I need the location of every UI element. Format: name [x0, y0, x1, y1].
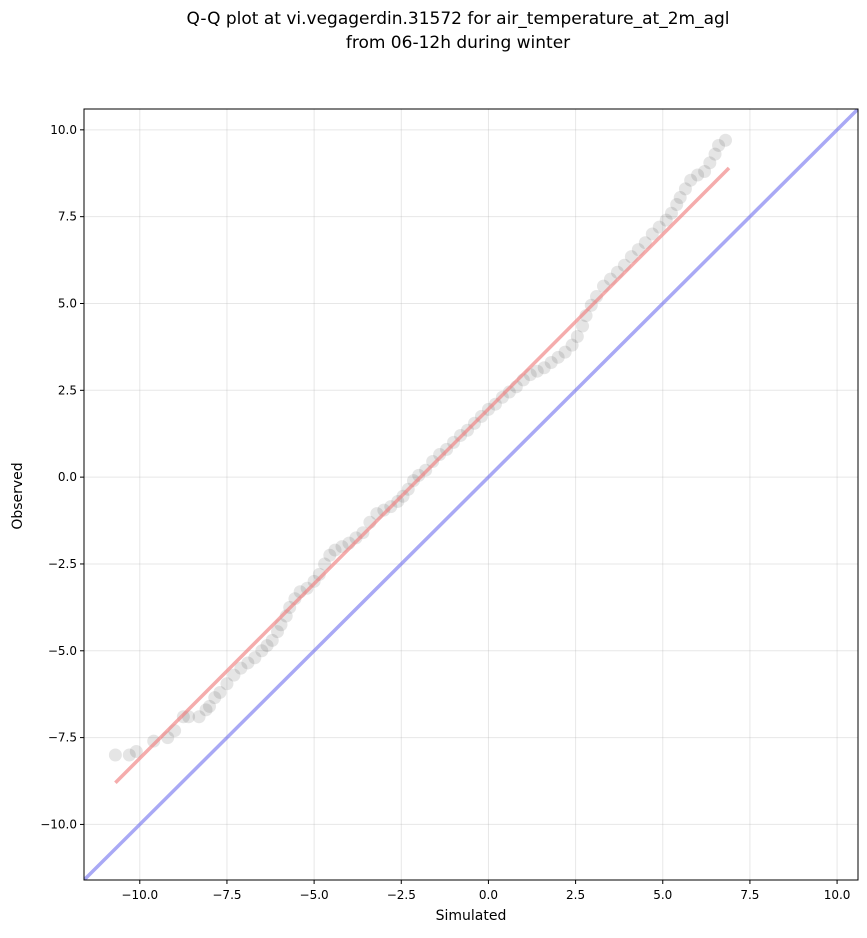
x-tick-label: −2.5 — [387, 888, 416, 902]
y-tick-label: −7.5 — [48, 731, 77, 745]
y-tick-label: 2.5 — [58, 383, 77, 397]
qq-point — [537, 361, 551, 375]
qq-point — [318, 557, 332, 571]
qq-point — [664, 206, 678, 220]
qq-point — [565, 338, 579, 352]
qq-point — [645, 227, 659, 241]
qq-point — [544, 356, 558, 370]
qq-point — [691, 168, 705, 182]
qq-point — [576, 319, 590, 333]
y-tick-label: 7.5 — [58, 210, 77, 224]
qq-point — [551, 350, 565, 364]
x-axis-label: Simulated — [436, 908, 507, 924]
qq-point — [271, 625, 284, 639]
qq-point — [703, 156, 717, 170]
qq-point — [220, 677, 234, 691]
qq-point — [192, 710, 206, 724]
qq-point — [708, 147, 722, 161]
grid — [84, 109, 858, 880]
qq-point — [108, 748, 122, 762]
axis-ticks: −10.0 −7.5 −5.0 −2.5 0.0 2.5 5.0 7.5 10.0 −10.0 −7… — [40, 123, 850, 902]
qq-point — [652, 220, 666, 234]
qq-point — [122, 748, 136, 762]
qq-point — [502, 385, 516, 399]
qq-point — [328, 543, 342, 557]
qq-point — [227, 668, 241, 682]
qq-point — [208, 691, 222, 705]
fit-line — [114, 166, 731, 784]
qq-point — [698, 165, 712, 179]
x-tick-label: −10.0 — [121, 888, 158, 902]
qq-point — [719, 133, 733, 147]
qq-point — [624, 250, 638, 264]
chart-subtitle: from 06-12h during winter — [346, 33, 570, 53]
y-tick-label: 0.0 — [58, 470, 77, 484]
x-tick-label: 7.5 — [740, 888, 759, 902]
qq-point — [260, 639, 274, 653]
qq-point — [234, 661, 248, 675]
qq-point — [678, 182, 692, 196]
qq-point — [530, 364, 544, 378]
y-tick-label: 10.0 — [50, 123, 77, 137]
x-tick-label: 0.0 — [479, 888, 498, 902]
qq-point — [323, 548, 337, 562]
qq-point — [377, 503, 391, 517]
qq-point — [684, 173, 698, 187]
x-tick-label: −5.0 — [300, 888, 329, 902]
chart-title: Q-Q plot at vi.vegagerdin.31572 for air_… — [186, 9, 729, 29]
x-tick-label: 2.5 — [566, 888, 585, 902]
qq-point — [203, 699, 217, 713]
qq-point — [213, 685, 227, 699]
identity-line — [84, 109, 858, 880]
qq-point — [712, 138, 726, 152]
qq-point — [241, 656, 255, 670]
qq-point — [147, 734, 161, 748]
qq-point — [570, 329, 584, 343]
x-tick-label: 10.0 — [824, 888, 851, 902]
x-tick-label: −7.5 — [212, 888, 241, 902]
qq-point — [199, 703, 213, 717]
qq-point — [426, 455, 440, 469]
y-axis-label: Observed — [10, 462, 26, 529]
qq-point — [673, 191, 687, 205]
qq-point — [659, 213, 673, 227]
plot-area — [84, 109, 858, 880]
qq-point — [406, 474, 420, 488]
qq-point — [255, 644, 269, 658]
x-tick-label: 5.0 — [653, 888, 672, 902]
qq-point — [433, 448, 447, 462]
y-tick-label: 5.0 — [58, 296, 77, 310]
qq-point — [349, 531, 363, 545]
qq-point — [248, 651, 262, 665]
y-tick-label: −5.0 — [48, 644, 77, 658]
qq-point — [265, 633, 279, 647]
qq-point — [335, 540, 349, 554]
qq-point — [638, 236, 652, 250]
y-tick-label: −2.5 — [48, 557, 77, 571]
plot-frame — [83, 108, 859, 881]
y-tick-label: −10.0 — [40, 817, 77, 831]
qq-point — [412, 468, 426, 482]
qq-point — [558, 345, 572, 359]
qq-point — [670, 198, 684, 212]
qq-point — [631, 243, 645, 257]
qq-point — [129, 745, 143, 758]
